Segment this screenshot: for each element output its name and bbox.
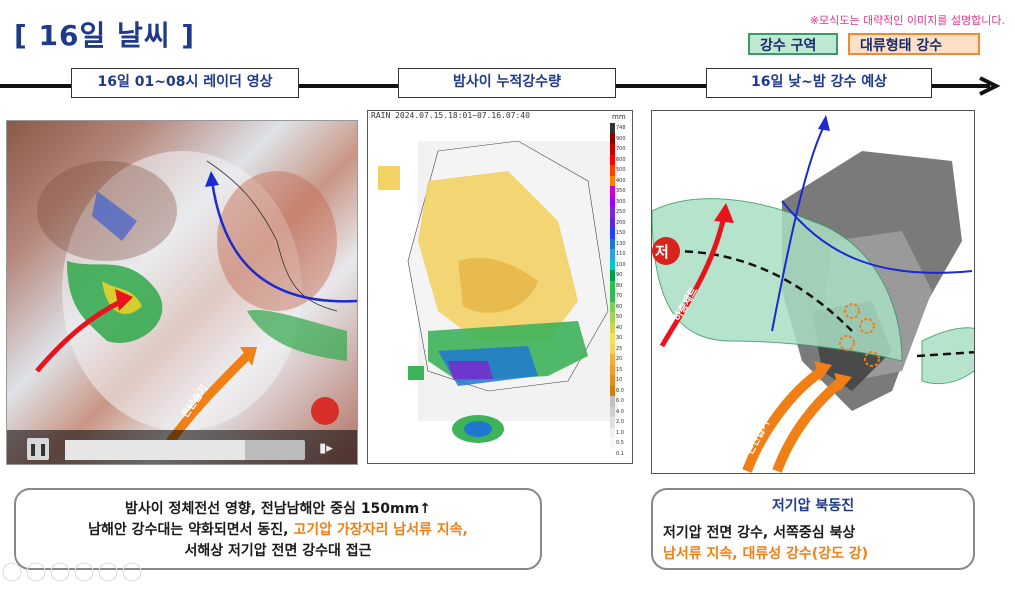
- jet-arrowhead: [714, 203, 734, 223]
- more-icon: [122, 562, 142, 582]
- colorbar-tick: 60: [610, 301, 630, 312]
- blue-flow-arrowhead: [818, 115, 830, 131]
- zoom-icon: [98, 562, 118, 582]
- colorbar-tick: 20: [610, 354, 630, 365]
- colorbar-tick: 150: [610, 228, 630, 239]
- colorbar-tick: 748: [610, 123, 630, 134]
- colorbar-tick: 8.0: [610, 385, 630, 396]
- low-pressure-circle: [652, 237, 680, 265]
- radar-image: 온난습기 ❚❚ ▮▸: [6, 120, 358, 465]
- colorbar-tick: 400: [610, 175, 630, 186]
- colorbar-tick: 200: [610, 217, 630, 228]
- panel-title-radar: 16일 01~08시 레이더 영상: [71, 68, 299, 98]
- convective-cell: [839, 335, 855, 351]
- blue-flow-curve: [781, 200, 973, 274]
- blue-flow-arrow: [771, 125, 825, 332]
- warm-air-arrowhead-2: [834, 373, 852, 391]
- pause-button[interactable]: ❚❚: [27, 438, 49, 460]
- pen-icon: [50, 562, 70, 582]
- colorbar-tick: 2.0: [610, 417, 630, 428]
- colorbar-tick: 10: [610, 375, 630, 386]
- colorbar-tick: 40: [610, 322, 630, 333]
- rain-colorbar: 748 900 700 600 500 400 350 300 250 200 150 130 110 1…: [610, 123, 630, 459]
- colorbar-tick: 50: [610, 312, 630, 323]
- prev-slide-icon: [2, 562, 22, 582]
- forecast-diagram: 저 하층제트 온난습기 온난습기: [651, 110, 975, 474]
- colorbar-tick: 30: [610, 333, 630, 344]
- colorbar-tick: 25: [610, 343, 630, 354]
- convective-cell: [844, 303, 860, 319]
- colorbar-tick: 70: [610, 291, 630, 302]
- warm-air-arrow-1: [742, 366, 825, 473]
- colorbar-tick: 0.1: [610, 448, 630, 459]
- forecast-heading: 저기압 북동진: [771, 498, 855, 514]
- summary-line-3: 서해상 저기압 전면 강수대 접근: [184, 543, 372, 559]
- summary-box-forecast: 저기압 북동진 저기압 전면 강수, 서쪽중심 북상 남서류 지속, 대류성 강…: [651, 488, 975, 570]
- rain-unit-label: mm: [612, 113, 626, 121]
- next-slide-icon: [26, 562, 46, 582]
- summary-line-2a: 남해안 강수대는 약화되면서 동진,: [88, 522, 294, 538]
- radar-red-arrowhead: [115, 289, 133, 311]
- colorbar-tick: 80: [610, 280, 630, 291]
- grid-icon: [74, 562, 94, 582]
- summary-box-overnight: 밤사이 정체전선 영향, 전남남해안 중심 150mm↑ 남해안 강수대는 약화…: [14, 488, 542, 570]
- colorbar-tick: 600: [610, 154, 630, 165]
- jet-arrow: [659, 215, 727, 348]
- radar-front-line-blue: [210, 180, 357, 303]
- radar-orange-arrowhead: [240, 347, 257, 366]
- front-line-main: [671, 249, 853, 332]
- colorbar-tick: 100: [610, 259, 630, 270]
- summary-line-2: 남해안 강수대는 약화되면서 동진, 고기압 가장자리 남서류 지속,: [16, 520, 540, 541]
- presentation-controls: [2, 562, 142, 582]
- forecast-line-2: 남서류 지속, 대류성 강수(강도 강): [663, 546, 869, 562]
- volume-icon[interactable]: ▮▸: [319, 441, 333, 456]
- convective-cell: [859, 318, 875, 334]
- legend-rain-zone: 강수 구역: [748, 33, 838, 55]
- radar-warm-air-arrow-red: [35, 298, 124, 373]
- colorbar-tick: 300: [610, 196, 630, 207]
- warm-air-arrow-2: [772, 377, 846, 473]
- colorbar-tick: 90: [610, 270, 630, 281]
- colorbar-tick: 900: [610, 133, 630, 144]
- colorbar-tick: 700: [610, 144, 630, 155]
- summary-line-1: 밤사이 정체전선 영향, 전남남해안 중심 150mm↑: [125, 501, 431, 517]
- colorbar-tick: 350: [610, 186, 630, 197]
- colorbar-tick: 0.5: [610, 438, 630, 449]
- colorbar-tick: 6.0: [610, 396, 630, 407]
- accumulated-rain-map: RAIN 2024.07.15.18:01~07.16.07:40 mm 748…: [367, 110, 633, 464]
- colorbar-tick: 110: [610, 249, 630, 260]
- colorbar-tick: 250: [610, 207, 630, 218]
- video-progress-fill: [65, 440, 245, 460]
- rain-map-header: RAIN 2024.07.15.18:01~07.16.07:40: [371, 111, 530, 120]
- disclaimer-note: ※모식도는 대략적인 이미지를 설명합니다.: [809, 14, 1005, 27]
- forecast-line-1: 저기압 전면 강수, 서쪽중심 북상: [663, 525, 856, 541]
- rain-zone-east: [921, 327, 974, 385]
- summary-line-2b: 고기압 가장자리 남서류 지속,: [293, 522, 468, 538]
- colorbar-tick: 15: [610, 364, 630, 375]
- panel-title-forecast: 16일 낮~밤 강수 예상: [706, 68, 932, 98]
- warm-air-arrowhead-1: [814, 361, 832, 381]
- convective-cell: [864, 351, 880, 367]
- colorbar-tick: 500: [610, 165, 630, 176]
- panel-title-accumulated-rain: 밤사이 누적강수량: [398, 68, 616, 98]
- colorbar-tick: 130: [610, 238, 630, 249]
- low-pressure-symbol: 저: [655, 243, 669, 261]
- video-control-bar: ❚❚ ▮▸: [7, 430, 357, 464]
- page-title: [ 16일 날씨 ]: [14, 19, 196, 52]
- radar-blue-arrowhead: [205, 171, 219, 187]
- legend-convective-rain: 대류형태 강수: [848, 33, 980, 55]
- colorbar-tick: 1.0: [610, 427, 630, 438]
- colorbar-tick: 4.0: [610, 406, 630, 417]
- video-progress-bar[interactable]: [65, 440, 305, 460]
